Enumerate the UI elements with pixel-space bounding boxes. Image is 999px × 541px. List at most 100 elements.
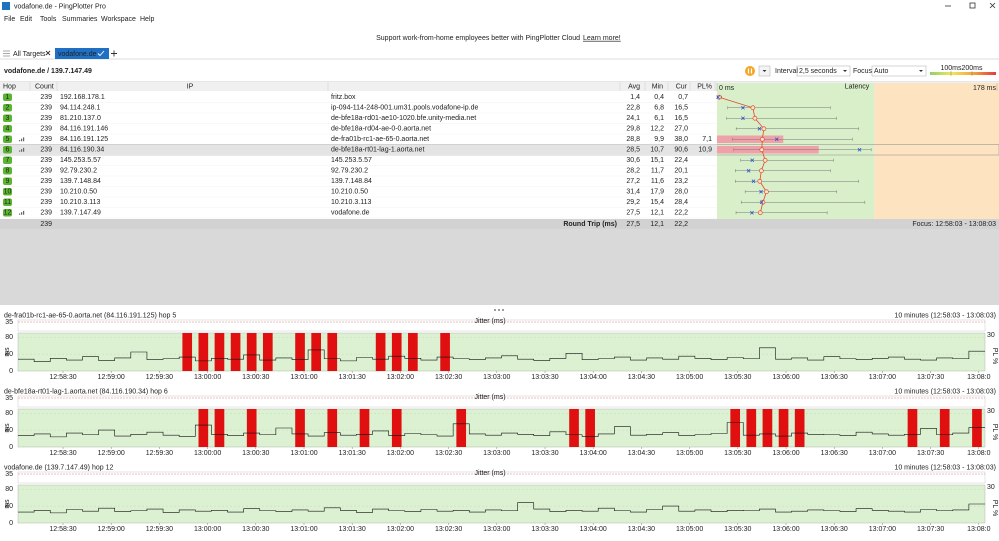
loss-bar	[794, 409, 805, 447]
x-tick-label: 13:02:30	[435, 526, 462, 533]
min-cell: 17,9	[650, 189, 664, 196]
graph-title: vodafone.de (139.7.147.49) hop 12	[4, 464, 113, 471]
avg-cell: 28,8	[626, 136, 640, 143]
x-tick-label: 13:04:30	[628, 374, 655, 381]
loss-bar	[408, 333, 418, 371]
hop-number: 12	[4, 210, 12, 217]
cur-marker	[750, 210, 754, 215]
x-tick-label: 12:58:30	[49, 374, 76, 381]
x-tick-label: 13:07:00	[869, 374, 896, 381]
y2-axis-label: PL %	[991, 348, 998, 364]
name-cell: 10.210.3.113	[331, 199, 371, 206]
loss-bar	[214, 333, 225, 371]
menu-item[interactable]: File	[4, 16, 15, 23]
x-tick-label: 13:03:00	[483, 374, 510, 381]
column-header[interactable]: IP	[187, 83, 194, 90]
latency-axis-label: 0 ms	[719, 85, 735, 92]
hop-badge	[3, 135, 12, 143]
count-cell: 239	[40, 168, 52, 175]
column-header[interactable]: Count	[35, 83, 54, 90]
avg-cell: 27,5	[626, 210, 640, 217]
ip-cell: 10.210.0.50	[60, 189, 97, 196]
loss-bar	[182, 333, 193, 371]
new-tab[interactable]	[111, 50, 117, 57]
x-tick-label: 13:04:30	[628, 450, 655, 457]
cur-marker	[741, 116, 745, 121]
menu-item[interactable]: Help	[140, 16, 155, 23]
summary-count: 239	[40, 221, 52, 228]
hop-number: 6	[6, 147, 10, 154]
close-button[interactable]	[989, 2, 996, 9]
count-cell: 239	[40, 189, 52, 196]
splitter[interactable]	[494, 309, 504, 311]
interval-value[interactable]: 2,5 seconds	[799, 68, 837, 75]
tab-close[interactable]	[45, 50, 51, 56]
name-cell: de-bfe18a-rt01-lag-1.aorta.net	[331, 147, 424, 154]
x-tick-label: 12:59:00	[98, 526, 125, 533]
column-header[interactable]: Avg	[628, 83, 640, 90]
cur-cell: 20,1	[674, 168, 688, 175]
summary-avg: 27,5	[626, 221, 640, 228]
avg-cell: 27,2	[626, 178, 640, 185]
empty-area	[0, 229, 999, 305]
loss-bar	[456, 409, 467, 447]
loss-bar	[327, 409, 338, 447]
latency-line	[18, 422, 985, 438]
focus-value[interactable]: Auto	[874, 68, 889, 75]
jitter-label: Jitter (ms)	[474, 394, 505, 401]
cur-cell: 23,2	[674, 178, 688, 185]
banner-link[interactable]: Learn more!	[583, 35, 621, 42]
column-header[interactable]: Cur	[676, 83, 688, 90]
y2-axis-label: PL %	[991, 424, 998, 440]
menu-item[interactable]: Summaries	[62, 16, 98, 23]
y-tick-label: 40	[5, 351, 13, 358]
avg-cell: 31,4	[626, 189, 640, 196]
pause-button[interactable]	[745, 66, 755, 76]
dropdown-arrow	[843, 70, 847, 72]
graph-icon	[23, 147, 25, 152]
jitter-band	[17, 319, 986, 332]
jitter-tick-label: 35	[5, 319, 13, 326]
interval-select[interactable]	[796, 65, 851, 77]
avg-cell: 1,4	[630, 94, 640, 101]
avg-cell: 29,2	[626, 199, 640, 206]
loss-bar	[246, 409, 257, 447]
avg-point	[757, 210, 763, 216]
active-tab[interactable]	[55, 48, 109, 59]
summary-focus: Focus: 12:58:03 - 13:08:03	[912, 221, 996, 228]
avg-cell: 22,8	[626, 105, 640, 112]
jitter-label: Jitter (ms)	[474, 318, 505, 325]
cur-marker	[741, 105, 745, 110]
x-tick-label: 12:59:00	[98, 450, 125, 457]
tab-label[interactable]: All Targets	[13, 51, 46, 58]
min-cell: 11,7	[651, 168, 664, 175]
x-tick-label: 13:06:00	[772, 526, 799, 533]
cur-cell: 0,7	[678, 94, 688, 101]
cur-cell: 16,5	[674, 115, 688, 122]
menu-item[interactable]: Edit	[20, 16, 32, 23]
target-name: vodafone.de / 139.7.147.49	[4, 68, 92, 75]
avg-cell: 29,8	[626, 126, 640, 133]
splitter-dot	[502, 309, 504, 311]
column-header[interactable]: Min	[652, 83, 663, 90]
menu-item[interactable]: Tools	[40, 16, 57, 23]
column-header[interactable]: PL%	[697, 83, 712, 90]
column-header[interactable]: Hop	[3, 83, 16, 90]
app-icon	[2, 2, 10, 10]
maximize-button[interactable]	[969, 2, 976, 9]
column-header[interactable]: Latency	[845, 83, 870, 90]
hop-number: 2	[6, 105, 10, 112]
ip-cell: 145.253.5.57	[60, 157, 101, 164]
ip-cell: 94.114.248.1	[60, 105, 100, 112]
menu-item[interactable]: Workspace	[101, 16, 136, 23]
loss-bar	[375, 333, 386, 371]
cur-marker	[716, 95, 720, 100]
avg-cell: 28,2	[626, 168, 640, 175]
tabs-menu-icon[interactable]	[3, 50, 10, 57]
x-tick-label: 13:06:30	[821, 526, 848, 533]
hop-number: 8	[6, 168, 10, 175]
focus-select[interactable]	[871, 65, 927, 77]
tab-label[interactable]: vodafone.de	[58, 51, 97, 58]
loss-bar	[730, 409, 741, 447]
